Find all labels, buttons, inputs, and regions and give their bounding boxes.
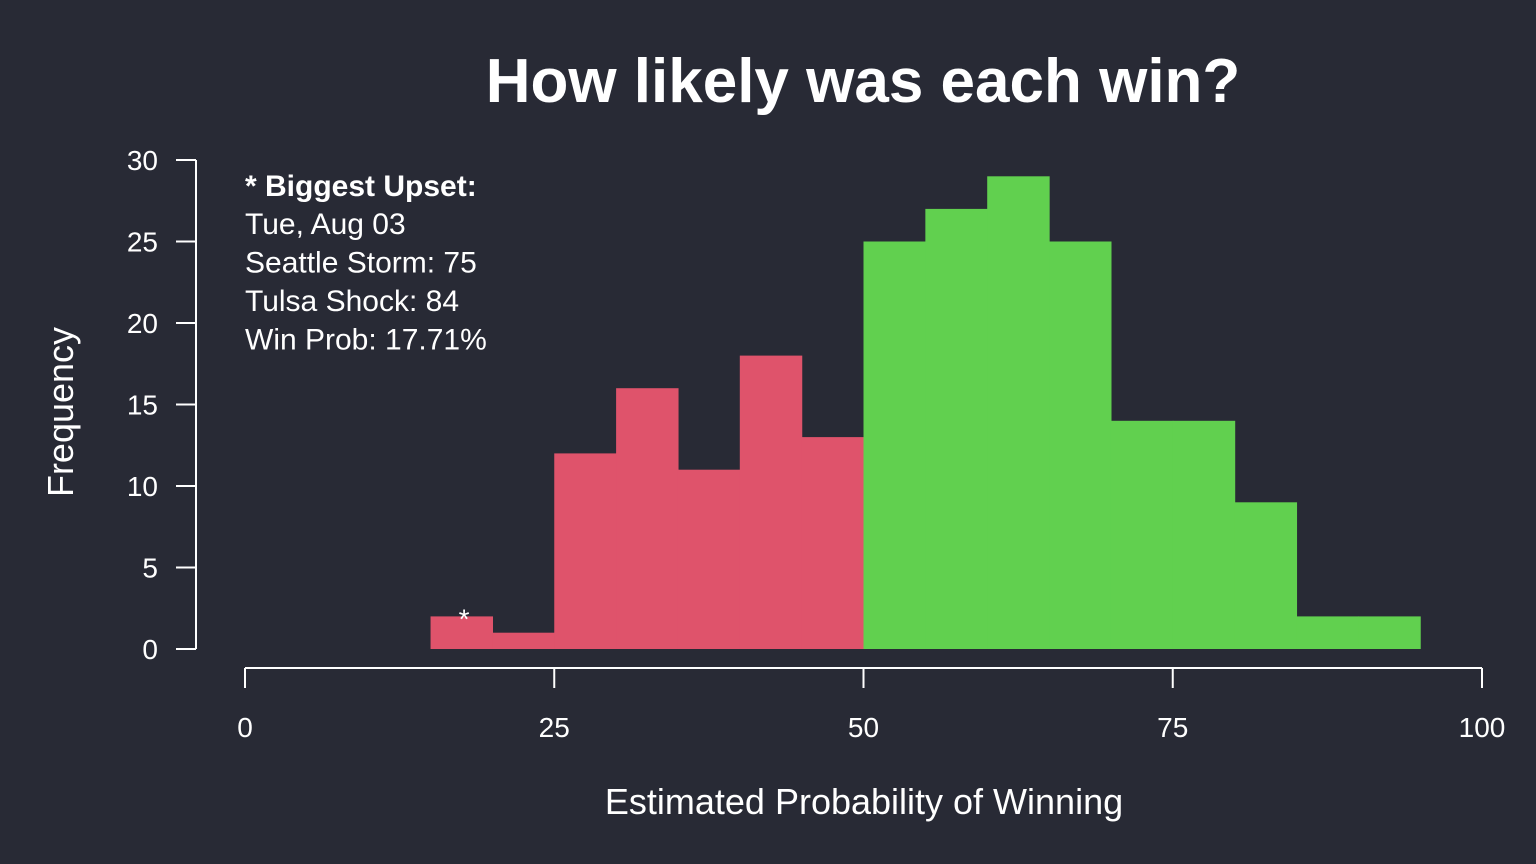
histogram-bar xyxy=(925,208,988,649)
histogram-bar xyxy=(1172,420,1236,649)
histogram-bar xyxy=(863,241,926,649)
annotation-line: Win Prob: 17.71% xyxy=(245,324,487,357)
histogram-bar xyxy=(801,437,865,649)
y-tick-label: 25 xyxy=(127,227,158,258)
y-tick-label: 15 xyxy=(127,390,158,421)
histogram-bar xyxy=(1296,616,1359,649)
y-tick-label: 10 xyxy=(127,471,158,502)
upset-annotation: * Biggest Upset: Tue, Aug 03 Seattle Storm… xyxy=(245,170,487,634)
annotation-heading: * Biggest Upset: xyxy=(245,170,477,203)
annotation-line: Tulsa Shock: 84 xyxy=(245,285,459,318)
x-tick-label: 100 xyxy=(1459,712,1506,743)
y-tick-label: 0 xyxy=(142,634,158,665)
x-tick-label: 25 xyxy=(539,712,570,743)
x-tick-label: 0 xyxy=(237,712,253,743)
histogram-bar xyxy=(1358,616,1421,649)
y-tick-label: 30 xyxy=(127,145,158,176)
histogram-bar xyxy=(1110,420,1174,649)
x-tick-label: 50 xyxy=(848,712,879,743)
chart-title: How likely was each win? xyxy=(486,47,1241,116)
x-axis: 0 25 50 75 100 xyxy=(237,667,1506,743)
histogram-bar xyxy=(677,469,741,649)
histogram-bar xyxy=(554,453,617,649)
y-axis: 0 5 10 15 20 25 30 xyxy=(127,145,197,665)
histogram-bar xyxy=(492,632,555,649)
y-tick-label: 5 xyxy=(142,553,158,584)
y-axis-label: Frequency xyxy=(40,327,81,497)
y-tick-label: 20 xyxy=(127,308,158,339)
histogram-bar xyxy=(1234,502,1298,649)
histogram-bar xyxy=(739,355,803,649)
histogram-bar xyxy=(987,176,1050,650)
x-tick-label: 75 xyxy=(1157,712,1188,743)
histogram-bars xyxy=(430,176,1421,650)
annotation-line: Seattle Storm: 75 xyxy=(245,247,477,280)
x-axis-label: Estimated Probability of Winning xyxy=(605,781,1123,822)
annotation-line: Tue, Aug 03 xyxy=(245,208,406,241)
histogram-bar xyxy=(430,616,493,649)
histogram-bar xyxy=(616,388,679,649)
upset-marker: * xyxy=(459,603,470,634)
histogram-bar xyxy=(1049,241,1112,649)
